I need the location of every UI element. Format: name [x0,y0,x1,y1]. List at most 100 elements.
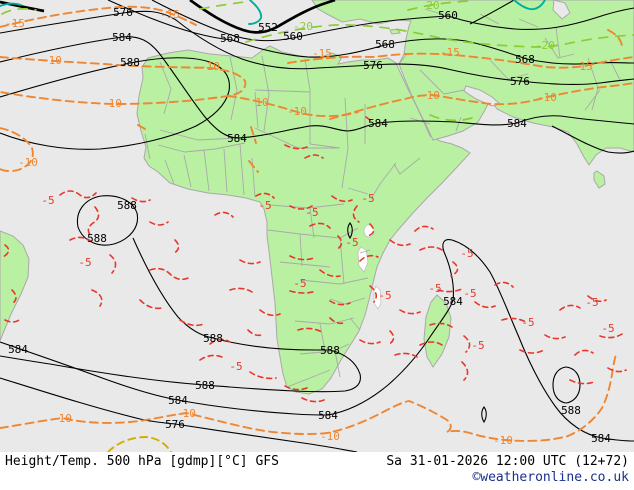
contour-label: -5 [428,282,441,295]
contour-label: -20 [535,39,555,52]
temp-minus10-arabia [329,82,634,120]
contour-labels-layer: 576 584 588 568 552 560 560 568 568 576 576 584 584 5… [5,0,615,447]
contour-label: 584 [368,117,388,130]
contour-label: -10 [537,91,557,104]
contour-label: 584 [318,409,338,422]
contour-label: 584 [507,117,527,130]
temp-minus15-hook-east [607,29,623,47]
weather-map: 576 584 588 568 552 560 560 568 568 576 576 584 584 5… [0,0,634,452]
contour-label: -5 [361,192,374,205]
landmass-layer [0,0,634,395]
temp-minus25-caucasus [513,0,546,11]
temp-minus20-topleft [1,7,37,15]
eurasia-landmass [311,0,634,166]
contour-label: 588 [87,232,107,245]
contour-label: 576 [510,75,530,88]
contour-label: 576 [165,418,185,431]
contour-label: -5 [41,194,54,207]
contour-label: -5 [305,206,318,219]
temp-orange-dash-sahara [137,124,259,173]
contour-584-north [0,36,634,139]
contour-label: 588 [117,199,137,212]
datetime-label: Sa 31-01-2026 12:00 UTC (12+72) [386,454,629,469]
contour-label: 10 [255,96,268,109]
temp-minus20-iran [429,114,473,122]
contour-label: -5 [78,256,91,269]
contour-label: -5 [378,289,391,302]
contour-label: -10 [52,412,72,425]
contour-label: -15 [5,17,25,30]
map-canvas: 576 584 588 568 552 560 560 568 568 576 576 584 584 5… [0,0,634,452]
status-bar-line2: ©weatheronline.co.uk [0,469,634,485]
contour-label: -5 [229,360,242,373]
temp-minus20-top-center [199,1,245,10]
contour-576-south [0,377,358,452]
contour-label: -15 [160,8,180,21]
contour-label: 568 [220,32,240,45]
contour-label: -20 [293,20,313,33]
contour-label: -5 [601,322,614,335]
contour-label: -5 [345,236,358,249]
borders-west-africa [157,142,256,198]
temp-minus10-left-loop [0,127,34,173]
temp-minus25-aegean [248,0,263,25]
madagascar-island [423,294,452,368]
contour-label: 588 [320,344,340,357]
contour-label: 584 [591,432,611,445]
contour-588-south-tongue [0,237,361,393]
temp-minus10-southern-ocean [0,351,618,442]
contour-label: 576 [363,59,383,72]
copyright-link[interactable]: ©weatheronline.co.uk [472,470,629,485]
contour-label: 584 [168,394,188,407]
contour-label: -10 [200,60,220,73]
contour-label: -15 [440,46,460,59]
temp-minus20-north [245,24,634,48]
contour-label: -5 [460,247,473,260]
contour-label: 20 [426,0,439,12]
borders-central-east-africa [267,157,421,305]
contour-552-thick [189,0,336,34]
contour-label: 560 [283,30,303,43]
contour-label: 588 [561,404,581,417]
temp-minus10-atlantic-loop [0,56,247,105]
contour-label: -5 [585,296,598,309]
lake-malawi [373,285,382,310]
contour-584-india-dip [551,125,634,154]
temp-minus15-middle-east [287,52,634,69]
contour-label: -15 [312,47,332,60]
contour-label: -10 [420,89,440,102]
contour-568 [107,0,634,65]
contour-label: -5 [463,287,476,300]
contour-label: -5 [293,277,306,290]
contour-label: 584 [112,31,132,44]
contour-label: 588 [203,332,223,345]
temp-minus10-west-africa [227,95,359,118]
contour-label: -10 [287,105,307,118]
contour-label: -10 [320,430,340,443]
africa-landmass [136,45,471,395]
sri-lanka-island [593,170,606,189]
contour-label: 584 [443,295,463,308]
temp-minus15-northwest [0,5,197,28]
contour-label: -10 [493,434,513,447]
contour-thick-topleft [0,0,45,13]
contour-label: 552 [258,21,278,34]
contour-lens-central [347,222,353,240]
contour-label: 584 [8,343,28,356]
status-bar: Height/Temp. 500 hPa [gdmp][°C] GFS Sa 3… [0,452,634,490]
contour-label: 560 [438,9,458,22]
contour-label: -10 [42,54,62,67]
temp-minus20-top-east [407,0,471,11]
contour-588-oval-southeast [552,366,581,404]
temperature-contours-layer [0,0,634,452]
contour-label: -5 [521,316,534,329]
temp-minus15-south-arc [107,436,172,452]
contour-label: -5 [471,339,484,352]
south-america-landmass [0,230,30,342]
status-bar-line1: Height/Temp. 500 hPa [gdmp][°C] GFS Sa 3… [0,452,634,469]
contour-label: -10 [18,156,38,169]
contour-560 [151,0,634,42]
contour-584-south [0,239,634,442]
contour-label: -10 [102,97,122,110]
